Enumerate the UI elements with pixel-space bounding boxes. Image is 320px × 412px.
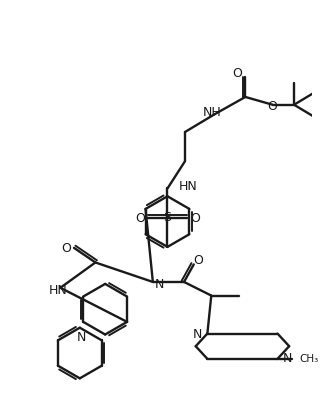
Text: O: O <box>135 212 145 225</box>
Text: N: N <box>193 328 203 341</box>
Text: O: O <box>194 254 204 267</box>
Text: CH₃: CH₃ <box>299 354 318 364</box>
Text: O: O <box>61 242 71 255</box>
Text: O: O <box>268 100 277 113</box>
Text: HN: HN <box>179 180 198 193</box>
Text: N: N <box>77 331 86 344</box>
Text: N: N <box>155 279 164 291</box>
Text: S: S <box>164 211 172 224</box>
Text: O: O <box>190 212 200 225</box>
Text: N: N <box>282 352 292 365</box>
Text: HN: HN <box>49 284 68 297</box>
Text: NH: NH <box>203 106 222 119</box>
Text: O: O <box>233 67 243 80</box>
